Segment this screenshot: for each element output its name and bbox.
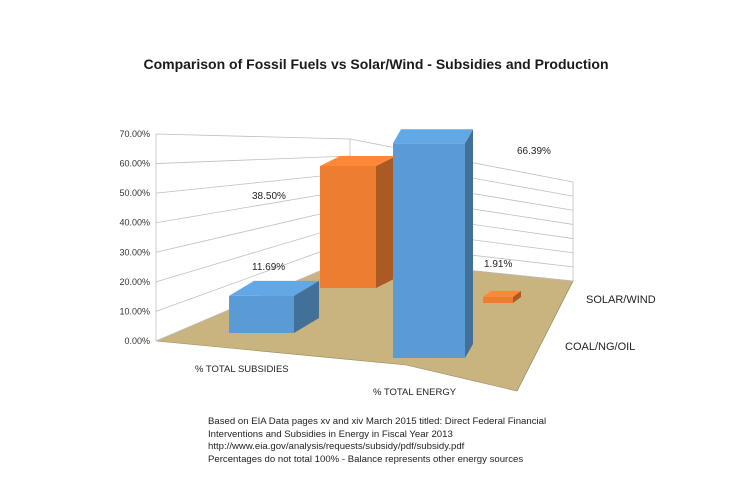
gridline <box>155 189 351 224</box>
y-tick-label: 10.00% <box>119 306 150 316</box>
source-note-line: Percentages do not total 100% - Balance … <box>208 453 524 465</box>
y-tick-label: 20.00% <box>119 277 150 287</box>
y-tick-label: 0.00% <box>124 336 150 346</box>
gridline <box>155 240 351 312</box>
bar-front <box>320 166 376 288</box>
series-axis-label: SOLAR/WIND <box>586 294 656 306</box>
y-tick-label: 30.00% <box>119 247 150 257</box>
data-label: 66.39% <box>517 146 551 157</box>
data-label: 11.69% <box>252 262 285 273</box>
category-label: % TOTAL SUBSIDIES <box>195 364 289 375</box>
bar-side <box>294 280 319 333</box>
source-note-line: Interventions and Subsidies in Energy in… <box>208 428 453 440</box>
source-note-line: Based on EIA Data pages xv and xiv March… <box>208 416 547 427</box>
y-tick-label: 60.00% <box>119 159 150 169</box>
gridline <box>155 133 351 140</box>
gridline <box>155 155 351 164</box>
bar-side <box>465 129 473 358</box>
chart-title: Comparison of Fossil Fuels vs Solar/Wind… <box>143 56 609 72</box>
bar-front <box>483 296 513 303</box>
y-tick-label: 50.00% <box>119 188 150 198</box>
source-url: http://www.eia.gov/analysis/requests/sub… <box>208 441 465 453</box>
data-label: 1.91% <box>484 259 512 270</box>
bar-side <box>513 290 521 303</box>
bar-front <box>393 143 465 358</box>
bar-front <box>229 295 294 333</box>
bar-top <box>229 280 319 296</box>
gridline <box>155 223 351 283</box>
bar-side <box>376 156 396 288</box>
bar-top <box>393 129 473 144</box>
bar-top <box>320 156 396 166</box>
source-note: Based on EIA Data pages xv and xiv March… <box>208 416 648 466</box>
data-label: 38.50% <box>252 191 286 202</box>
y-tick-label: 70.00% <box>119 129 150 139</box>
gridline <box>155 206 351 253</box>
gridline <box>155 172 351 194</box>
bar-top <box>483 290 521 297</box>
depth-axis <box>516 280 574 392</box>
series-axis-label: COAL/NG/OIL <box>565 341 635 353</box>
y-tick-label: 40.00% <box>119 218 150 228</box>
category-label: % TOTAL ENERGY <box>373 387 457 398</box>
